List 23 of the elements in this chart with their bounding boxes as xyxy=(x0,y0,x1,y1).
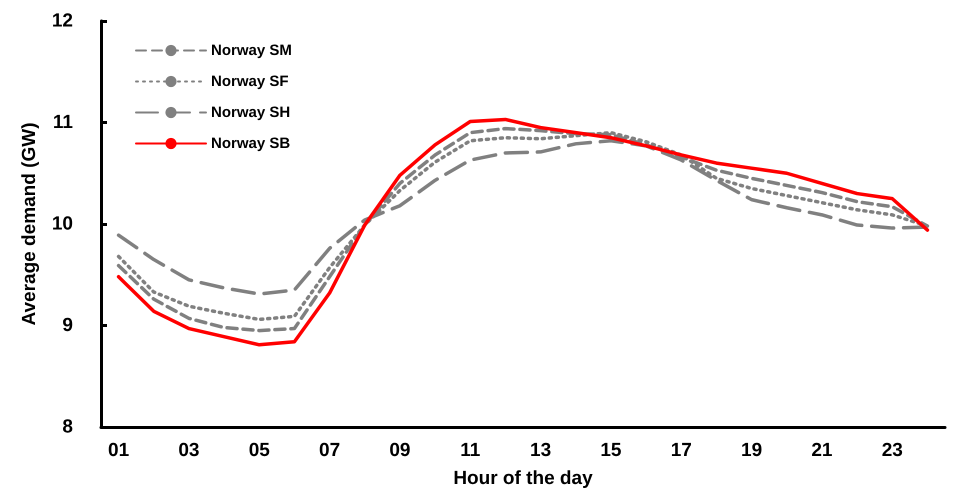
x-tick-label: 13 xyxy=(530,440,552,461)
x-tick-label: 21 xyxy=(811,440,833,461)
x-tick-label: 11 xyxy=(460,440,481,461)
x-axis-title: Hour of the day xyxy=(453,468,594,489)
legend-label: Norway SM xyxy=(211,42,292,59)
x-tick-label: 05 xyxy=(248,440,270,461)
x-tick-label: 09 xyxy=(389,440,410,461)
y-tick-label: 11 xyxy=(52,112,74,133)
y-tick-label: 10 xyxy=(52,214,73,234)
y-tick-label: 12 xyxy=(52,10,73,32)
x-tick-label: 03 xyxy=(178,440,200,461)
legend-label: Norway SF xyxy=(211,73,289,90)
x-tick-label: 01 xyxy=(108,440,130,461)
legend-label: Norway SB xyxy=(211,135,290,152)
y-tick-label: 9 xyxy=(62,315,73,336)
x-tick-label: 23 xyxy=(882,440,903,461)
x-tick-label: 07 xyxy=(319,440,340,461)
x-tick-label: 15 xyxy=(600,440,622,461)
y-tick-label: 8 xyxy=(62,416,73,438)
legend-label: Norway SH xyxy=(211,104,290,121)
x-tick-label: 17 xyxy=(670,440,692,461)
y-axis-title: Average demand (GW) xyxy=(19,122,40,326)
x-tick-label: 19 xyxy=(741,440,762,461)
